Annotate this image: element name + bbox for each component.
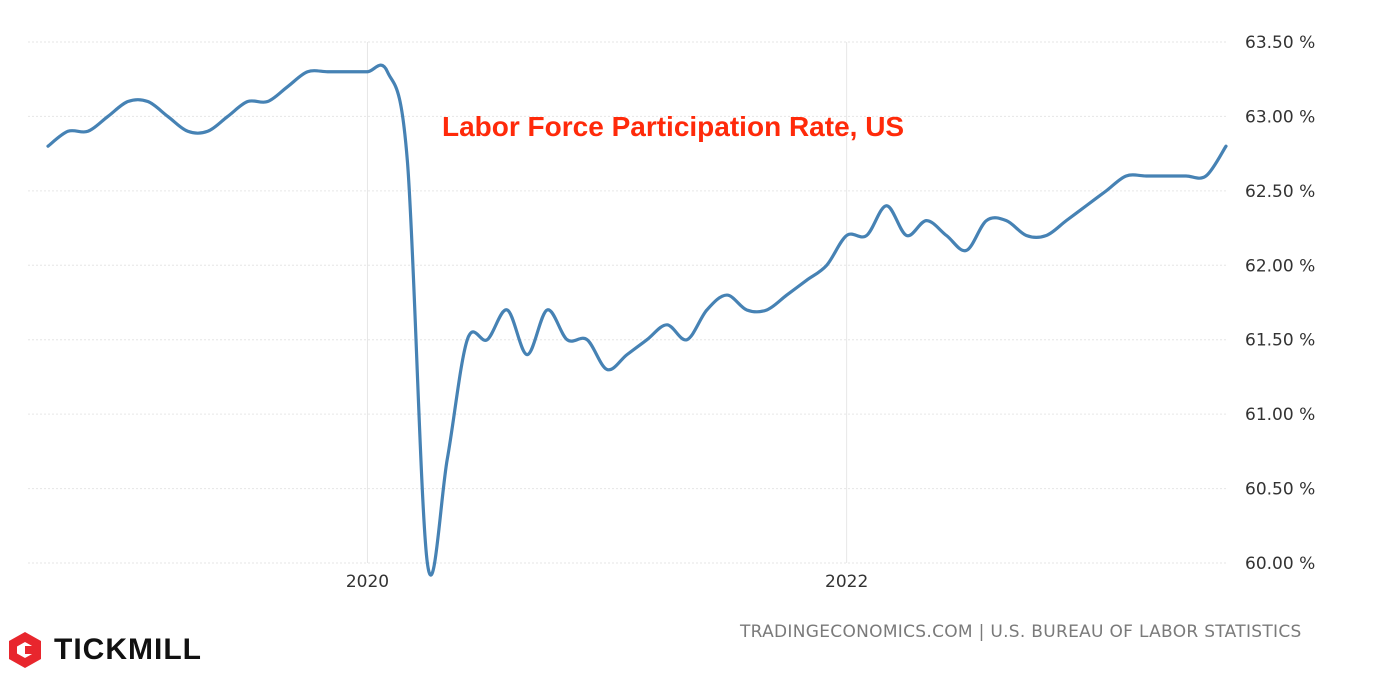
y-tick-label: 61.50 % <box>1245 331 1315 351</box>
x-tick-label: 2020 <box>346 572 389 592</box>
data-point <box>565 338 569 342</box>
data-point <box>166 114 170 118</box>
y-tick-label: 60.00 % <box>1245 554 1315 574</box>
data-point <box>266 100 270 104</box>
brand-logo: TICKMILL <box>6 630 202 670</box>
data-point <box>385 70 389 74</box>
data-point <box>944 234 948 238</box>
data-point <box>645 338 649 342</box>
data-point <box>805 278 809 282</box>
brand-name: TICKMILL <box>54 633 202 666</box>
data-point <box>465 338 469 342</box>
data-point <box>725 293 729 297</box>
data-point <box>685 338 689 342</box>
data-point <box>445 457 449 461</box>
data-point <box>146 100 150 104</box>
y-tick-label: 63.50 % <box>1245 33 1315 53</box>
data-point <box>785 293 789 297</box>
chart-title: Labor Force Participation Rate, US <box>442 111 904 142</box>
data-point <box>585 338 589 342</box>
data-point <box>925 219 929 223</box>
source-credit: TRADINGECONOMICS.COM | U.S. BUREAU OF LA… <box>740 622 1302 642</box>
data-point <box>286 85 290 89</box>
data-point <box>885 204 889 208</box>
data-point <box>765 308 769 312</box>
data-point <box>1184 174 1188 178</box>
x-axis-tick-labels: 2020 2022 <box>346 572 868 592</box>
tickmill-logo-icon <box>9 632 41 668</box>
data-point <box>1064 219 1068 223</box>
data-point <box>545 308 549 312</box>
data-point <box>625 353 629 357</box>
data-point <box>905 234 909 238</box>
data-point <box>525 353 529 357</box>
data-point <box>825 263 829 267</box>
data-point <box>665 323 669 327</box>
data-point <box>1204 174 1208 178</box>
data-point <box>605 367 609 371</box>
data-point <box>345 70 349 74</box>
data-point <box>365 70 369 74</box>
data-point <box>1144 174 1148 178</box>
data-point <box>425 561 429 565</box>
data-point <box>66 129 70 133</box>
y-tick-label: 62.00 % <box>1245 256 1315 276</box>
data-point <box>226 114 230 118</box>
data-point <box>1044 234 1048 238</box>
data-point <box>326 70 330 74</box>
data-point <box>964 248 968 252</box>
data-point <box>1024 234 1028 238</box>
data-point <box>705 308 709 312</box>
data-point <box>405 159 409 163</box>
chart-series <box>46 63 1228 577</box>
data-point <box>126 100 130 104</box>
y-axis-tick-labels: 63.50 % 63.00 % 62.50 % 62.00 % 61.50 % 61.00… <box>1245 33 1315 574</box>
data-point <box>745 308 749 312</box>
data-point <box>845 234 849 238</box>
data-point <box>86 129 90 133</box>
data-point <box>505 308 509 312</box>
data-point <box>1084 204 1088 208</box>
data-point <box>246 100 250 104</box>
y-tick-label: 60.50 % <box>1245 480 1315 500</box>
data-point <box>106 114 110 118</box>
data-point <box>306 70 310 74</box>
data-point <box>46 144 50 148</box>
y-tick-label: 63.00 % <box>1245 107 1315 127</box>
data-point <box>186 129 190 133</box>
data-point <box>865 234 869 238</box>
data-point <box>206 129 210 133</box>
series-line <box>46 63 1228 577</box>
data-point <box>1164 174 1168 178</box>
x-tick-label: 2022 <box>825 572 868 592</box>
data-point <box>1004 219 1008 223</box>
y-tick-label: 61.00 % <box>1245 405 1315 425</box>
y-tick-label: 62.50 % <box>1245 182 1315 202</box>
data-point <box>1224 144 1228 148</box>
data-point <box>485 338 489 342</box>
data-point <box>1124 174 1128 178</box>
data-point <box>1104 189 1108 193</box>
data-point <box>984 219 988 223</box>
